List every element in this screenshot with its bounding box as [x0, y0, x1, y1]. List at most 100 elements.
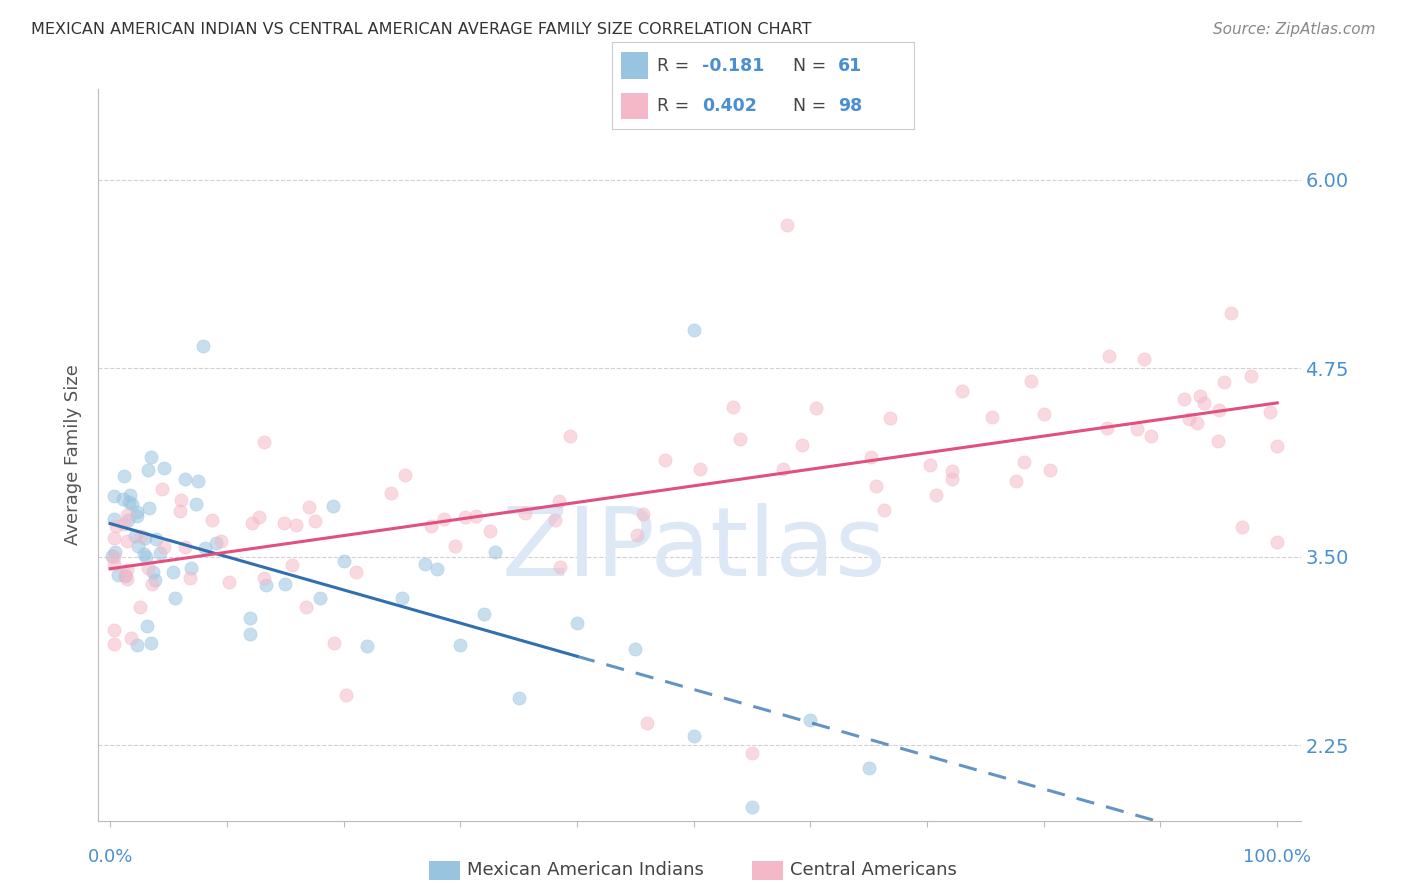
Point — [115, 572, 138, 586]
Point — [565, 615, 588, 630]
Point — [117, 508, 139, 522]
Point — [124, 529, 146, 543]
Point — [1039, 463, 1062, 477]
Point — [294, 600, 316, 615]
Point — [169, 504, 191, 518]
Point — [105, 519, 128, 533]
Point — [1140, 428, 1163, 442]
Point — [721, 401, 744, 415]
Point — [135, 618, 157, 632]
Point — [101, 549, 124, 564]
Point — [682, 324, 704, 338]
Point — [689, 462, 711, 476]
Point — [114, 568, 136, 582]
Point — [104, 545, 127, 559]
Point — [304, 514, 326, 528]
Text: Central Americans: Central Americans — [790, 861, 957, 879]
Text: Source: ZipAtlas.com: Source: ZipAtlas.com — [1212, 22, 1375, 37]
Point — [1265, 438, 1288, 452]
Text: MEXICAN AMERICAN INDIAN VS CENTRAL AMERICAN AVERAGE FAMILY SIZE CORRELATION CHAR: MEXICAN AMERICAN INDIAN VS CENTRAL AMERI… — [31, 22, 811, 37]
Point — [107, 567, 129, 582]
Point — [858, 760, 880, 774]
Point — [205, 536, 228, 550]
Point — [274, 577, 297, 591]
Point — [323, 636, 346, 650]
Point — [112, 491, 135, 506]
Point — [253, 435, 276, 450]
Point — [394, 467, 416, 482]
Point — [187, 474, 209, 488]
Point — [626, 527, 648, 541]
Text: 98: 98 — [838, 96, 862, 115]
Point — [322, 500, 344, 514]
Point — [513, 506, 536, 520]
Point — [508, 691, 530, 706]
Point — [127, 505, 149, 519]
Point — [143, 574, 166, 588]
Point — [920, 458, 942, 473]
Text: Mexican American Indians: Mexican American Indians — [467, 861, 703, 879]
Point — [239, 611, 262, 625]
Bar — [620, 53, 648, 78]
Text: N =: N = — [793, 56, 832, 75]
Point — [1177, 412, 1199, 426]
Point — [136, 462, 159, 476]
Text: 100.0%: 100.0% — [1243, 847, 1312, 866]
Point — [391, 591, 413, 605]
Point — [1185, 416, 1208, 430]
Point — [804, 401, 827, 416]
Point — [284, 518, 307, 533]
Point — [548, 560, 571, 574]
Point — [1219, 306, 1241, 320]
Point — [873, 503, 896, 517]
Point — [135, 549, 157, 564]
Point — [1208, 402, 1230, 417]
Point — [1208, 434, 1230, 449]
Text: R =: R = — [657, 56, 695, 75]
Point — [980, 409, 1002, 424]
Point — [444, 539, 467, 553]
Point — [139, 450, 162, 464]
Point — [184, 497, 207, 511]
Text: -0.181: -0.181 — [703, 56, 765, 75]
Point — [426, 562, 449, 576]
Point — [772, 462, 794, 476]
Point — [560, 429, 582, 443]
Point — [741, 800, 763, 814]
Point — [239, 626, 262, 640]
Point — [120, 632, 142, 646]
Point — [1095, 420, 1118, 434]
Point — [454, 509, 477, 524]
Point — [1019, 374, 1042, 388]
Point — [163, 591, 186, 605]
Point — [118, 488, 141, 502]
Point — [141, 577, 163, 591]
Point — [112, 468, 135, 483]
Point — [465, 508, 488, 523]
Point — [150, 482, 173, 496]
Point — [180, 561, 202, 575]
Point — [114, 568, 136, 582]
Point — [1240, 368, 1263, 383]
Point — [741, 746, 763, 760]
Point — [682, 729, 704, 743]
Point — [624, 642, 647, 657]
Point — [125, 509, 148, 524]
Point — [631, 507, 654, 521]
Point — [332, 553, 354, 567]
Point — [242, 516, 264, 531]
Point — [1265, 534, 1288, 549]
Point — [145, 532, 167, 546]
Point — [280, 558, 302, 573]
Point — [179, 571, 201, 585]
Point — [170, 493, 193, 508]
Point — [298, 500, 321, 515]
Point — [273, 516, 295, 530]
Point — [103, 531, 125, 545]
Point — [433, 512, 456, 526]
Point — [1173, 392, 1195, 406]
Point — [173, 540, 195, 554]
Point — [1133, 351, 1156, 366]
Point — [136, 561, 159, 575]
Point — [153, 540, 176, 554]
